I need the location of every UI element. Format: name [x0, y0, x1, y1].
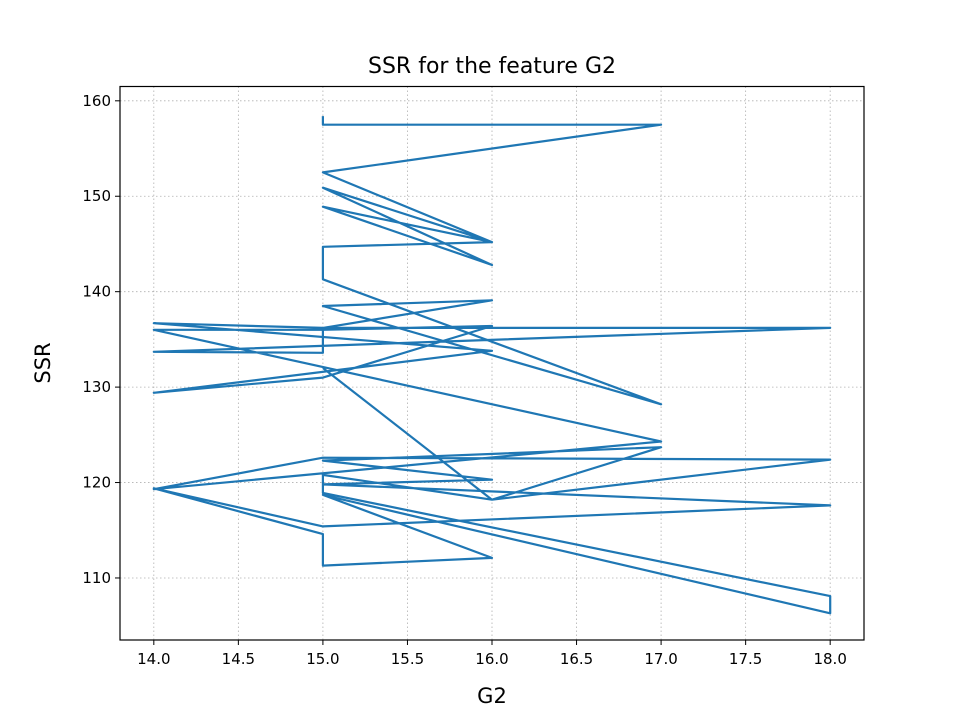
y-tick-label: 150	[82, 187, 111, 205]
y-tick-label: 140	[82, 283, 111, 301]
x-tick-label: 17.0	[644, 650, 677, 668]
y-axis-ticks: 110 120 130 140 150 160	[82, 92, 120, 587]
x-tick-label: 14.0	[137, 650, 170, 668]
y-tick-label: 120	[82, 474, 111, 492]
y-tick-label: 110	[82, 569, 111, 587]
x-axis-label: G2	[477, 684, 507, 708]
y-tick-label: 130	[82, 378, 111, 396]
series-line-0	[152, 116, 832, 615]
chart-title: SSR for the feature G2	[368, 54, 616, 79]
x-tick-label: 16.0	[475, 650, 508, 668]
x-tick-label: 16.5	[560, 650, 593, 668]
x-axis-ticks: 14.0 14.5 15.0 15.5 16.0 16.5 17.0 17.5 18.0	[137, 640, 847, 668]
y-tick-label: 160	[82, 92, 111, 110]
x-tick-label: 15.0	[306, 650, 339, 668]
grid	[120, 86, 864, 640]
x-tick-label: 15.5	[391, 650, 424, 668]
x-tick-label: 17.5	[729, 650, 762, 668]
y-axis-label: SSR	[31, 342, 55, 383]
x-tick-label: 18.0	[813, 650, 846, 668]
series-layer	[152, 116, 832, 615]
x-tick-label: 14.5	[222, 650, 255, 668]
